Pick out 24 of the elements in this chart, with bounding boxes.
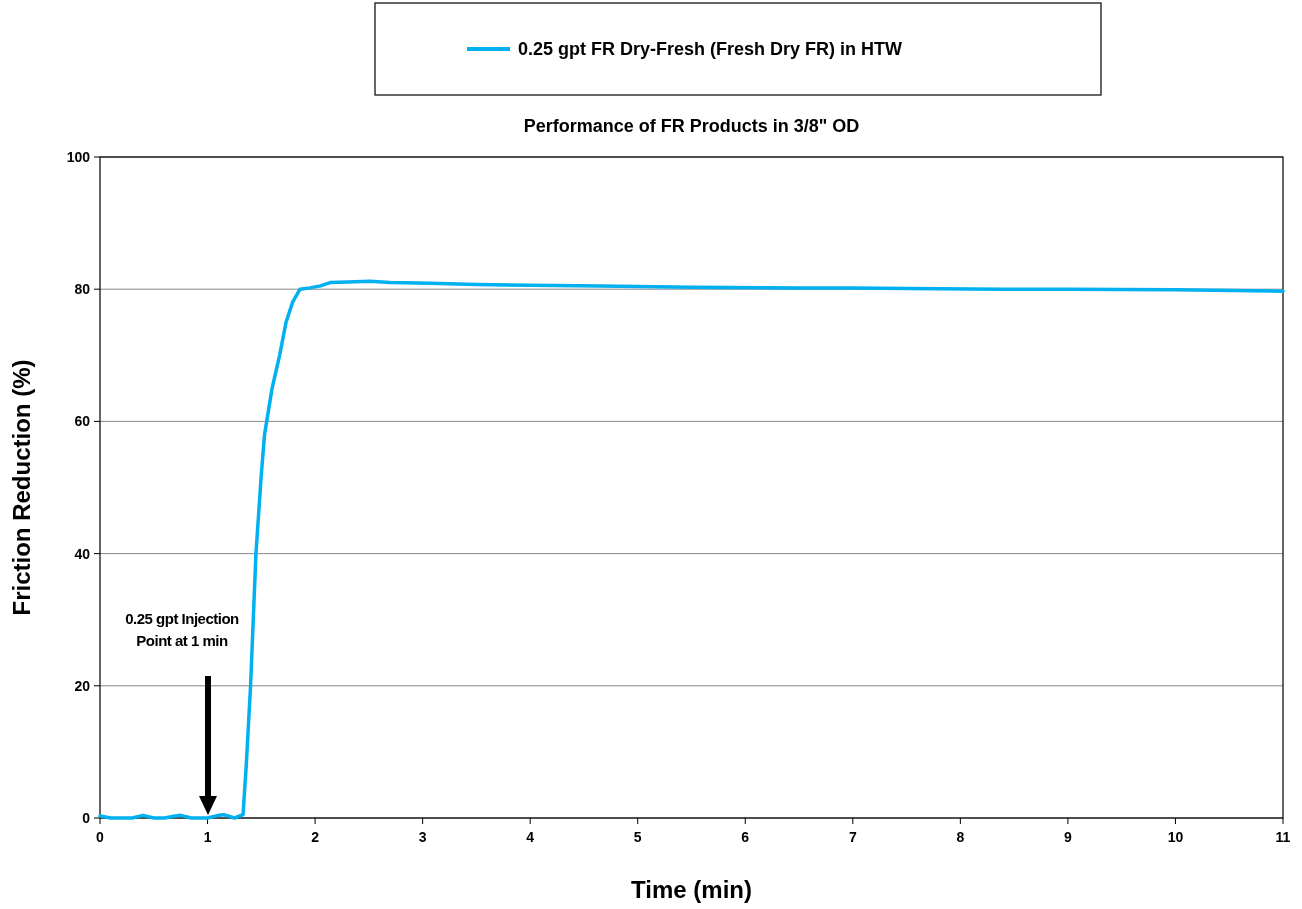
annotation: 0.25 gpt Injection Point at 1 min — [125, 610, 240, 649]
x-tick-label: 5 — [633, 829, 642, 845]
x-tick-label: 3 — [418, 829, 427, 845]
y-tick-label: 40 — [74, 545, 91, 562]
x-axis-title: Time (min) — [631, 876, 752, 903]
x-tick-label: 10 — [1167, 829, 1184, 845]
x-tick-label: 1 — [203, 829, 212, 845]
x-tick-label: 11 — [1275, 829, 1291, 845]
x-tick-label: 8 — [956, 829, 965, 845]
y-tick-label: 100 — [66, 149, 91, 165]
legend-label: 0.25 gpt FR Dry-Fresh (Fresh Dry FR) in HTW — [518, 39, 903, 59]
x-tick-label: 7 — [848, 829, 857, 845]
y-tick-label: 20 — [74, 677, 91, 694]
x-tick-label: 6 — [741, 829, 750, 845]
x-tick-label: 9 — [1064, 829, 1073, 845]
chart-title: Performance of FR Products in 3/8" OD — [523, 116, 860, 136]
y-tick-label: 60 — [74, 413, 91, 430]
y-axis-title: Friction Reduction (%) — [8, 359, 35, 616]
x-tick-label: 4 — [526, 829, 535, 845]
x-tick-label: 2 — [311, 829, 320, 845]
line-series — [98, 279, 1285, 820]
x-tick-label: 0 — [96, 829, 105, 845]
y-tick-label: 80 — [74, 281, 91, 298]
y-tick-label: 0 — [82, 810, 91, 826]
